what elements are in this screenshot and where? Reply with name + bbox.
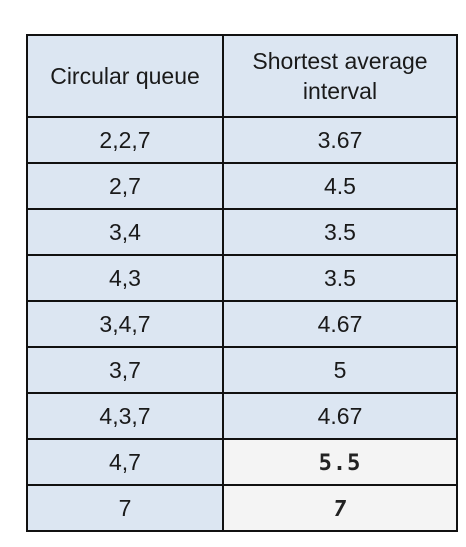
queue-cell: 4,3 xyxy=(26,254,224,302)
table-row: 3,4 3.5 xyxy=(26,208,458,256)
queue-cell: 3,7 xyxy=(26,346,224,394)
table-row: 2,7 4.5 xyxy=(26,162,458,210)
table-row: 4,7 5.5 xyxy=(26,438,458,486)
queue-cell: 2,7 xyxy=(26,162,224,210)
handwritten-value: 5.5 xyxy=(318,450,362,476)
header-shortest-average-interval: Shortest average interval xyxy=(222,34,458,118)
table-row: 4,3 3.5 xyxy=(26,254,458,302)
interval-cell: 3.67 xyxy=(222,116,458,164)
header-circular-queue: Circular queue xyxy=(26,34,224,118)
table-container: Circular queue Shortest average interval… xyxy=(26,34,458,532)
interval-cell: 3.5 xyxy=(222,208,458,256)
interval-cell: 4.67 xyxy=(222,300,458,348)
queue-cell: 2,2,7 xyxy=(26,116,224,164)
header-line-2: interval xyxy=(302,78,378,104)
table-row: 3,4,7 4.67 xyxy=(26,300,458,348)
queue-cell: 3,4 xyxy=(26,208,224,256)
table-header-row: Circular queue Shortest average interval xyxy=(26,34,458,118)
queue-cell: 4,7 xyxy=(26,438,224,486)
queue-cell: 3,4,7 xyxy=(26,300,224,348)
queue-interval-table: Circular queue Shortest average interval… xyxy=(26,34,458,532)
interval-cell-handwritten: 7 xyxy=(222,484,458,532)
interval-cell-handwritten: 5.5 xyxy=(222,438,458,486)
interval-cell: 3.5 xyxy=(222,254,458,302)
queue-cell: 4,3,7 xyxy=(26,392,224,440)
handwritten-value: 7 xyxy=(331,496,349,522)
table-row: 3,7 5 xyxy=(26,346,458,394)
table-row: 4,3,7 4.67 xyxy=(26,392,458,440)
table-row: 7 7 xyxy=(26,484,458,532)
queue-cell: 7 xyxy=(26,484,224,532)
interval-cell: 5 xyxy=(222,346,458,394)
interval-cell: 4.5 xyxy=(222,162,458,210)
interval-cell: 4.67 xyxy=(222,392,458,440)
table-row: 2,2,7 3.67 xyxy=(26,116,458,164)
header-line-1: Shortest average xyxy=(252,48,428,74)
